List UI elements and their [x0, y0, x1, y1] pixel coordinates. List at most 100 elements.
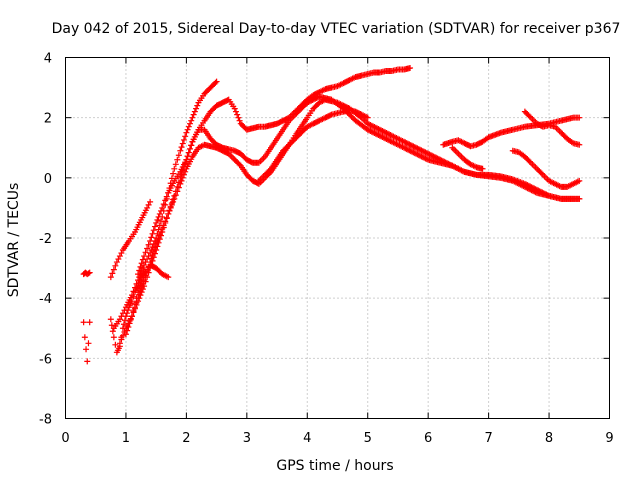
data-point [137, 287, 144, 294]
data-point [151, 223, 158, 230]
data-point [542, 190, 549, 197]
data-point [384, 136, 391, 143]
data-point [190, 111, 197, 118]
data-point [402, 145, 409, 152]
series-arc-8 [122, 96, 583, 338]
data-point [179, 140, 186, 147]
data-point [417, 146, 424, 153]
data-point [370, 129, 377, 136]
data-point [119, 310, 126, 317]
data-point [148, 255, 155, 262]
data-point [178, 177, 185, 184]
data-point [526, 113, 533, 120]
data-point [154, 216, 161, 223]
data-point [527, 183, 534, 190]
data-point [364, 114, 371, 121]
data-point [125, 324, 132, 331]
data-point [122, 331, 129, 338]
data-point [383, 136, 390, 143]
data-point [375, 126, 382, 133]
data-point [185, 123, 192, 130]
y-axis-label: SDTVAR / TECUs [6, 183, 22, 298]
data-point [414, 145, 421, 152]
data-point [379, 128, 386, 135]
data-point [415, 146, 422, 153]
data-point [167, 204, 174, 211]
data-point [413, 144, 420, 151]
data-point [86, 269, 93, 276]
data-point [170, 198, 177, 205]
data-point [112, 341, 119, 348]
data-point [366, 121, 373, 128]
data-point [371, 124, 378, 131]
data-point [410, 149, 417, 156]
data-point [384, 130, 391, 137]
data-point [175, 184, 182, 191]
data-point [368, 122, 375, 129]
data-point [533, 186, 540, 193]
data-point [142, 272, 149, 279]
data-point [540, 190, 547, 197]
data-point [523, 181, 530, 188]
data-point [372, 124, 379, 131]
x-axis-label: GPS time / hours [276, 458, 393, 474]
data-point [132, 284, 139, 291]
data-point [124, 327, 131, 334]
data-point [409, 142, 416, 149]
data-point [147, 259, 154, 266]
data-point [160, 201, 167, 208]
data-point [406, 141, 413, 148]
series-arc-6 [116, 65, 414, 347]
x-tick-label: 5 [364, 431, 372, 446]
data-point [383, 130, 390, 137]
data-point [172, 192, 179, 199]
data-point [138, 284, 145, 291]
x-tick-label: 8 [545, 431, 553, 446]
data-point [121, 307, 128, 314]
data-point [148, 234, 155, 241]
data-point [162, 218, 169, 225]
y-tick-label: -4 [39, 292, 52, 307]
series-arc-14 [521, 108, 583, 148]
data-point [85, 270, 92, 277]
x-tick-label: 0 [61, 431, 69, 446]
data-point [529, 184, 536, 191]
data-point [266, 167, 273, 174]
data-point [118, 250, 125, 257]
y-tick-label: -6 [39, 352, 52, 367]
data-point [158, 228, 165, 235]
data-point [119, 332, 126, 339]
series-arc-3 [107, 198, 154, 281]
data-point [315, 118, 322, 125]
x-tick-label: 3 [243, 431, 251, 446]
data-point [539, 189, 546, 196]
data-point [345, 77, 352, 84]
data-point [159, 225, 166, 232]
data-point [375, 132, 382, 139]
data-point [166, 207, 173, 214]
data-point [113, 259, 120, 266]
data-point [128, 313, 135, 320]
y-tick-label: -2 [39, 232, 52, 247]
series-arc-2 [80, 319, 93, 365]
data-point [531, 185, 538, 192]
data-point [130, 288, 137, 295]
data-point [121, 317, 128, 324]
data-point [524, 182, 531, 189]
data-point [191, 108, 198, 115]
data-point [310, 96, 317, 103]
data-point [479, 165, 486, 172]
data-point [115, 256, 122, 263]
data-point [407, 142, 414, 149]
data-point [120, 321, 127, 328]
data-point [544, 192, 551, 199]
data-point [180, 136, 187, 143]
data-point [234, 111, 241, 118]
data-point [179, 174, 186, 181]
data-point [185, 149, 192, 156]
data-point [576, 114, 583, 121]
data-point [532, 186, 539, 193]
data-point [414, 151, 421, 158]
data-point [189, 114, 196, 121]
data-point [177, 180, 184, 187]
